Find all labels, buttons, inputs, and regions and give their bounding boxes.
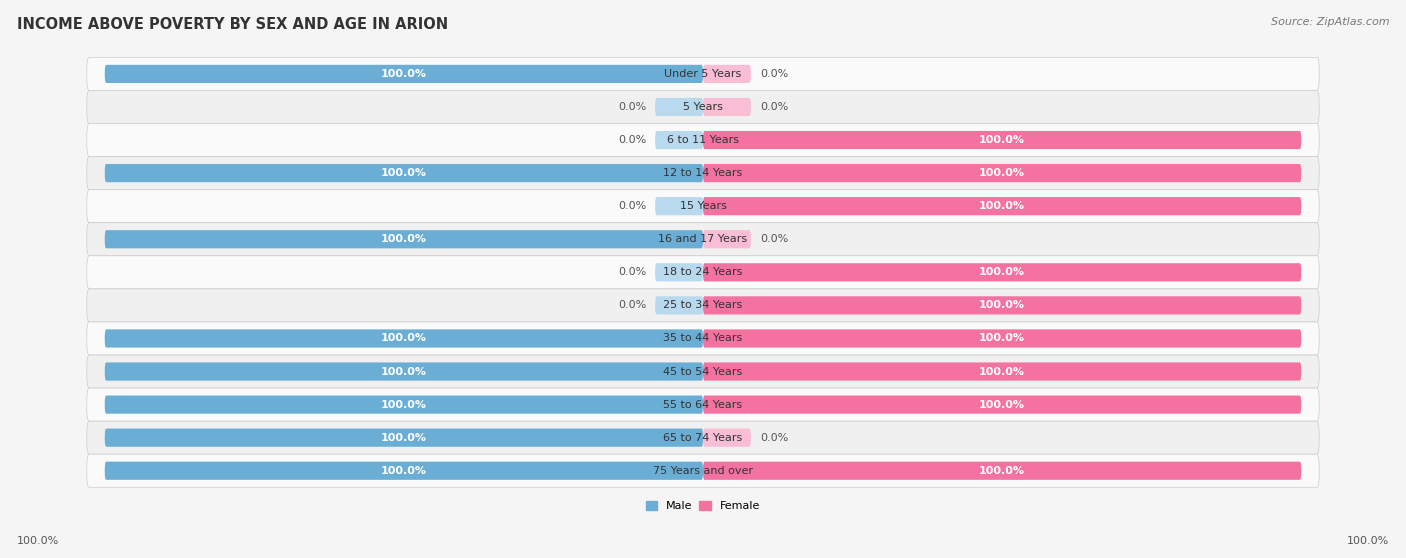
Text: 100.0%: 100.0%	[1347, 536, 1389, 546]
FancyBboxPatch shape	[87, 123, 1319, 157]
Text: 100.0%: 100.0%	[979, 201, 1025, 211]
Text: 75 Years and over: 75 Years and over	[652, 466, 754, 476]
Text: 18 to 24 Years: 18 to 24 Years	[664, 267, 742, 277]
FancyBboxPatch shape	[87, 157, 1319, 190]
Text: 0.0%: 0.0%	[617, 102, 647, 112]
Text: 100.0%: 100.0%	[381, 334, 427, 344]
FancyBboxPatch shape	[703, 461, 1302, 480]
FancyBboxPatch shape	[87, 355, 1319, 388]
Text: 100.0%: 100.0%	[381, 69, 427, 79]
FancyBboxPatch shape	[87, 256, 1319, 289]
Text: 16 and 17 Years: 16 and 17 Years	[658, 234, 748, 244]
Text: 100.0%: 100.0%	[979, 135, 1025, 145]
FancyBboxPatch shape	[703, 296, 1302, 315]
Text: 15 Years: 15 Years	[679, 201, 727, 211]
Text: 0.0%: 0.0%	[759, 102, 789, 112]
Text: 6 to 11 Years: 6 to 11 Years	[666, 135, 740, 145]
Text: 0.0%: 0.0%	[617, 267, 647, 277]
Text: 100.0%: 100.0%	[381, 432, 427, 442]
Text: 100.0%: 100.0%	[17, 536, 59, 546]
FancyBboxPatch shape	[104, 329, 703, 348]
FancyBboxPatch shape	[87, 190, 1319, 223]
Text: 0.0%: 0.0%	[759, 432, 789, 442]
Text: 100.0%: 100.0%	[979, 300, 1025, 310]
Text: INCOME ABOVE POVERTY BY SEX AND AGE IN ARION: INCOME ABOVE POVERTY BY SEX AND AGE IN A…	[17, 17, 449, 32]
FancyBboxPatch shape	[703, 98, 751, 116]
Text: 100.0%: 100.0%	[979, 466, 1025, 476]
FancyBboxPatch shape	[87, 90, 1319, 123]
Text: 12 to 14 Years: 12 to 14 Years	[664, 168, 742, 178]
FancyBboxPatch shape	[87, 421, 1319, 454]
FancyBboxPatch shape	[703, 131, 1302, 149]
Text: 0.0%: 0.0%	[759, 69, 789, 79]
FancyBboxPatch shape	[703, 263, 1302, 281]
Text: 55 to 64 Years: 55 to 64 Years	[664, 400, 742, 410]
Text: 100.0%: 100.0%	[979, 367, 1025, 377]
FancyBboxPatch shape	[655, 131, 703, 149]
FancyBboxPatch shape	[104, 164, 703, 182]
FancyBboxPatch shape	[104, 396, 703, 413]
FancyBboxPatch shape	[703, 65, 751, 83]
Text: 0.0%: 0.0%	[617, 135, 647, 145]
Text: Under 5 Years: Under 5 Years	[665, 69, 741, 79]
Text: 100.0%: 100.0%	[381, 466, 427, 476]
Text: 45 to 54 Years: 45 to 54 Years	[664, 367, 742, 377]
Text: 0.0%: 0.0%	[617, 201, 647, 211]
FancyBboxPatch shape	[104, 230, 703, 248]
FancyBboxPatch shape	[703, 363, 1302, 381]
Text: 65 to 74 Years: 65 to 74 Years	[664, 432, 742, 442]
Text: 35 to 44 Years: 35 to 44 Years	[664, 334, 742, 344]
FancyBboxPatch shape	[87, 388, 1319, 421]
Text: 100.0%: 100.0%	[381, 234, 427, 244]
FancyBboxPatch shape	[87, 322, 1319, 355]
FancyBboxPatch shape	[703, 329, 1302, 348]
FancyBboxPatch shape	[655, 197, 703, 215]
FancyBboxPatch shape	[703, 164, 1302, 182]
FancyBboxPatch shape	[655, 296, 703, 315]
Legend: Male, Female: Male, Female	[641, 497, 765, 516]
FancyBboxPatch shape	[87, 289, 1319, 322]
Text: 100.0%: 100.0%	[979, 267, 1025, 277]
FancyBboxPatch shape	[104, 429, 703, 447]
FancyBboxPatch shape	[104, 363, 703, 381]
FancyBboxPatch shape	[87, 454, 1319, 487]
FancyBboxPatch shape	[703, 429, 751, 447]
Text: 100.0%: 100.0%	[979, 400, 1025, 410]
FancyBboxPatch shape	[104, 461, 703, 480]
Text: Source: ZipAtlas.com: Source: ZipAtlas.com	[1271, 17, 1389, 27]
FancyBboxPatch shape	[87, 57, 1319, 90]
Text: 100.0%: 100.0%	[381, 168, 427, 178]
Text: 25 to 34 Years: 25 to 34 Years	[664, 300, 742, 310]
Text: 100.0%: 100.0%	[381, 367, 427, 377]
Text: 100.0%: 100.0%	[381, 400, 427, 410]
FancyBboxPatch shape	[655, 263, 703, 281]
FancyBboxPatch shape	[655, 98, 703, 116]
Text: 0.0%: 0.0%	[617, 300, 647, 310]
FancyBboxPatch shape	[104, 65, 703, 83]
FancyBboxPatch shape	[87, 223, 1319, 256]
Text: 100.0%: 100.0%	[979, 168, 1025, 178]
Text: 5 Years: 5 Years	[683, 102, 723, 112]
FancyBboxPatch shape	[703, 396, 1302, 413]
Text: 100.0%: 100.0%	[979, 334, 1025, 344]
FancyBboxPatch shape	[703, 197, 1302, 215]
FancyBboxPatch shape	[703, 230, 751, 248]
Text: 0.0%: 0.0%	[759, 234, 789, 244]
